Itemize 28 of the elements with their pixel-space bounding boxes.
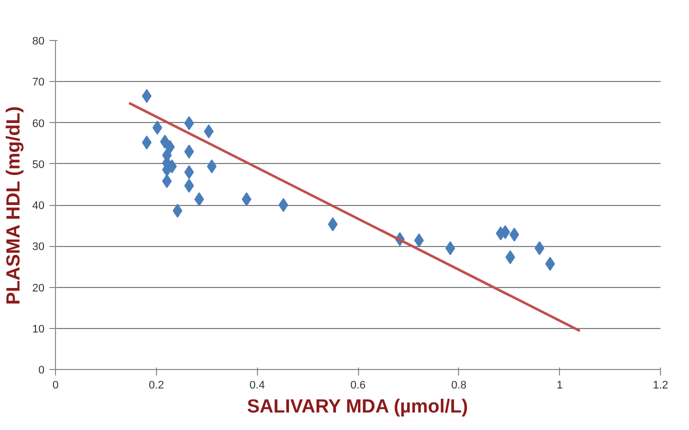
point xyxy=(194,192,204,206)
y-tick-label: 50 xyxy=(32,158,45,171)
x-tick-label: 0.2 xyxy=(148,380,164,392)
x-tick-label: 0.4 xyxy=(250,380,265,392)
y-tick-label: 60 xyxy=(32,118,45,130)
x-tick-label: 0 xyxy=(52,380,59,392)
point xyxy=(445,241,456,256)
x-axis-title: SALIVARY MDA (µmol/L) xyxy=(246,396,468,418)
y-axis-title: PLASMA HDL (mg/dL) xyxy=(3,106,24,305)
point xyxy=(278,198,288,212)
point xyxy=(142,89,152,104)
y-tick-label: 70 xyxy=(32,76,45,89)
x-tick-label: 1.2 xyxy=(652,380,668,392)
y-tick-label: 40 xyxy=(32,200,45,212)
y-tick-label: 20 xyxy=(32,282,45,294)
x-tick-label: 0.8 xyxy=(451,380,466,392)
point xyxy=(204,124,214,138)
x-tick-label: 1 xyxy=(556,380,563,392)
y-tick-label: 80 xyxy=(32,36,45,48)
y-tick-label: 0 xyxy=(38,364,45,376)
y-tick-label: 30 xyxy=(32,241,45,254)
point xyxy=(505,250,516,264)
y-tick-label: 10 xyxy=(32,323,45,336)
point xyxy=(142,135,152,150)
x-tick-label: 0.6 xyxy=(350,380,366,392)
point xyxy=(509,228,520,242)
point xyxy=(328,217,338,232)
point xyxy=(206,159,217,174)
